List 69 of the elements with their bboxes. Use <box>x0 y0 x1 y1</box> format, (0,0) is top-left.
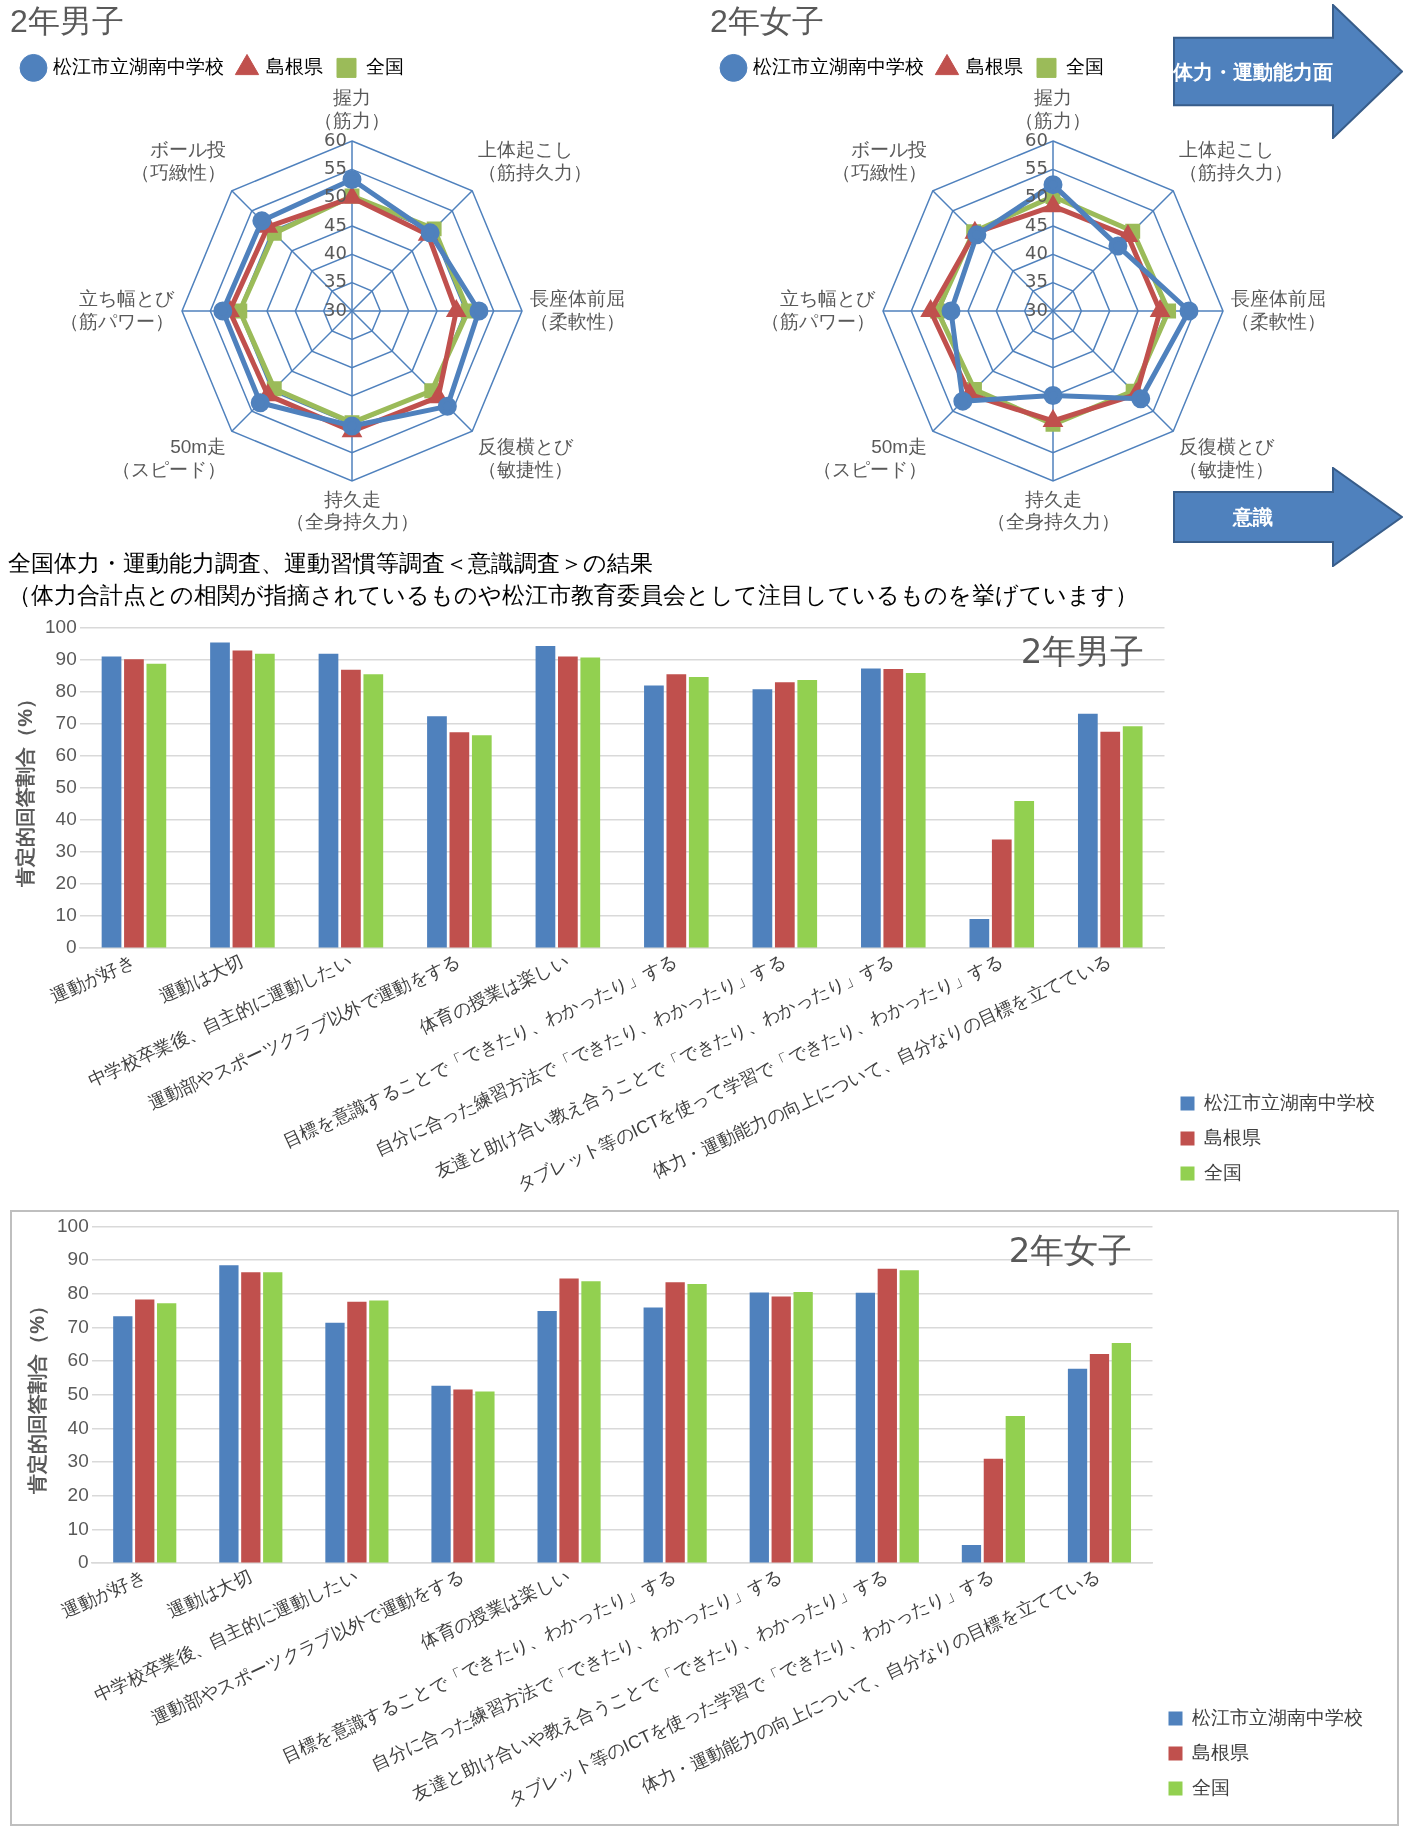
spoke-label: 長座体前屈（柔軟性） <box>1231 287 1326 332</box>
legend-label: 島根県 <box>1192 1741 1249 1763</box>
y-axis-title: 肯定的回答割合（%） <box>25 1295 48 1495</box>
y-tick-label: 70 <box>55 711 77 733</box>
spoke-label: 立ち幅とび（筋パワー） <box>761 287 876 332</box>
legend-label: 全国 <box>1192 1776 1230 1798</box>
y-tick-label: 55 <box>1025 157 1048 179</box>
y-tick-label: 40 <box>324 242 347 264</box>
y-tick-label: 60 <box>55 743 77 765</box>
legend-label: 島根県 <box>1204 1126 1261 1148</box>
y-tick-label: 0 <box>66 936 77 958</box>
y-tick-label: 50 <box>55 776 77 798</box>
spoke-label: 反復横とび（敏捷性） <box>1178 436 1275 481</box>
spoke-label: 立ち幅とび（筋パワー） <box>60 287 175 332</box>
y-tick-label: 100 <box>57 1214 89 1236</box>
legend-label: 松江市立湖南中学校 <box>52 56 224 78</box>
y-tick-label: 40 <box>55 808 77 830</box>
chart-title: 2年女子 <box>710 3 824 40</box>
y-tick-label: 80 <box>55 679 77 701</box>
spoke-label: ボール投（巧緻性） <box>131 139 227 183</box>
y-tick-label: 40 <box>1025 242 1048 264</box>
text: 全国体力・運動能力調査、運動習慣等調査＜意識調査＞の結果 <box>8 549 654 578</box>
y-tick-label: 80 <box>67 1281 89 1303</box>
chart-title: 2年男子 <box>10 3 124 40</box>
spoke-label: 50m走（スピード） <box>813 436 928 481</box>
y-tick-label: 50 <box>67 1383 89 1405</box>
chart-title: 2年女子 <box>1008 1230 1133 1271</box>
spoke-label: ボール投（巧緻性） <box>832 139 928 183</box>
y-tick-label: 50 <box>1025 185 1048 207</box>
y-tick-label: 10 <box>67 1517 89 1539</box>
legend-label: 松江市立湖南中学校 <box>752 56 924 78</box>
y-axis-title: 肯定的回答割合（%） <box>13 688 36 888</box>
legend-label: 全国 <box>1204 1161 1242 1183</box>
legend-label: 島根県 <box>966 56 1023 78</box>
text: （体力合計点との相関が指摘されているものや松江市教育委員会として注目しているものを挙げています） <box>8 581 1138 610</box>
y-tick-label: 20 <box>67 1484 89 1506</box>
legend-label: 全国 <box>1065 56 1104 78</box>
y-tick-label: 60 <box>67 1349 89 1371</box>
spoke-label: 握力（筋力） <box>1015 87 1091 131</box>
legend-label: 松江市立湖南中学校 <box>1204 1091 1375 1113</box>
y-tick-label: 45 <box>324 213 347 235</box>
spoke-label: 50m走（スピード） <box>112 436 227 481</box>
y-tick-label: 90 <box>67 1248 89 1270</box>
y-tick-label: 30 <box>67 1450 89 1472</box>
spoke-label: 持久走（全身持久力） <box>986 488 1120 533</box>
legend-label: 全国 <box>365 56 404 78</box>
spoke-label: 上体起こし（筋持久力） <box>477 139 592 183</box>
text: 意識 <box>1231 504 1274 531</box>
y-tick-label: 70 <box>67 1315 89 1337</box>
y-tick-label: 45 <box>1025 213 1048 235</box>
legend-label: 松江市立湖南中学校 <box>1192 1706 1363 1728</box>
legend-label: 島根県 <box>266 56 323 78</box>
y-tick-label: 90 <box>55 647 77 669</box>
y-tick-label: 30 <box>55 840 77 862</box>
y-tick-label: 35 <box>1025 270 1048 292</box>
y-tick-label: 35 <box>324 270 347 292</box>
y-tick-label: 40 <box>67 1416 89 1438</box>
spoke-label: 握力（筋力） <box>314 87 390 131</box>
y-tick-label: 20 <box>55 872 77 894</box>
text: 体力・運動能力面 <box>1173 58 1333 86</box>
y-tick-label: 10 <box>55 904 77 926</box>
spoke-label: 反復横とび（敏捷性） <box>477 436 574 481</box>
chart-title: 2年男子 <box>1020 631 1145 672</box>
y-tick-label: 0 <box>78 1551 89 1573</box>
y-tick-label: 100 <box>45 615 77 637</box>
y-tick-label: 55 <box>324 157 347 179</box>
spoke-label: 長座体前屈（柔軟性） <box>530 287 625 332</box>
spoke-label: 上体起こし（筋持久力） <box>1178 139 1293 183</box>
spoke-label: 持久走（全身持久力） <box>285 488 419 533</box>
